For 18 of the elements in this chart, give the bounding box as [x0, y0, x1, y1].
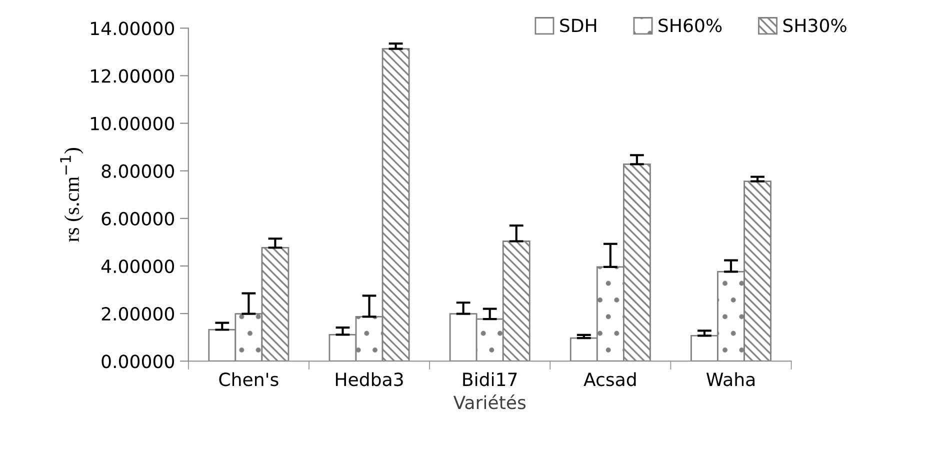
x-tick-label: Hedba3 [336, 372, 403, 386]
y-tick-label: 8.00000 [102, 164, 174, 178]
y-tick-label: 4.00000 [101, 259, 174, 274]
y-tick-label: 6.00000 [102, 212, 174, 226]
x-tick-label: Acsad [584, 372, 636, 386]
y-tick-label: 10.00000 [91, 116, 174, 130]
y-tick-label: 2.00000 [102, 307, 174, 321]
y-axis-title: rs (s.cm$^{−1}$) [60, 148, 84, 242]
x-tick-label: Bidi17 [463, 372, 517, 386]
legend-label: SH60% [658, 18, 722, 32]
x-tick-label: Chen's [219, 372, 278, 386]
y-tick-label: 0.00000 [102, 354, 174, 368]
y-tick-label: 14.00000 [91, 22, 174, 36]
x-axis-title: Variétés [453, 394, 526, 410]
legend-label: SH30% [783, 18, 846, 32]
legend-label: SDH [560, 18, 596, 32]
x-tick-label: Waha [706, 372, 754, 386]
y-tick-label: 12.00000 [91, 69, 174, 83]
